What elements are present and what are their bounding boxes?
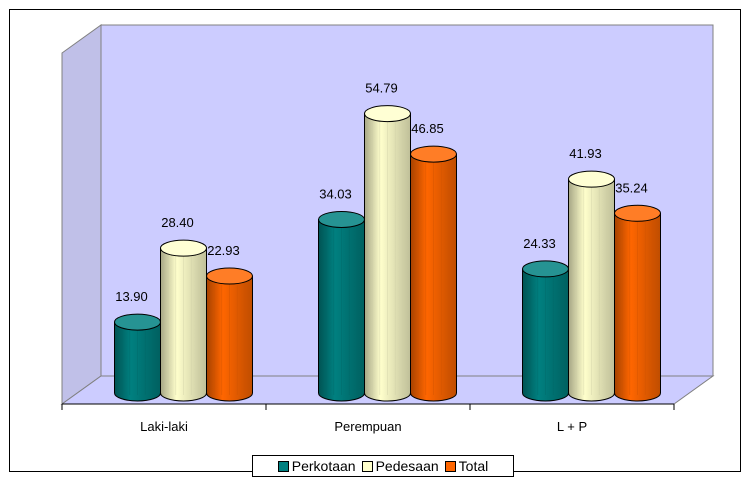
bar <box>206 267 253 402</box>
x-axis: Laki-laki Perempuan L + P <box>61 403 675 434</box>
data-label: 35.24 <box>615 180 648 195</box>
legend-swatch-perkotaan <box>277 460 289 472</box>
data-label: 22.93 <box>207 243 240 258</box>
bar <box>364 105 411 402</box>
legend-swatch-total <box>444 460 456 472</box>
data-label: 54.79 <box>365 81 398 96</box>
bar <box>160 239 207 402</box>
data-labels: 13.90 28.40 22.93 34.03 54.79 46.85 24.33 41.93… <box>115 81 648 305</box>
bar <box>568 170 615 402</box>
legend-item-total: Total <box>444 458 489 474</box>
bar <box>522 260 569 402</box>
x-tick-label: Perempuan <box>334 419 401 434</box>
data-label: 24.33 <box>523 236 556 251</box>
x-tick-label: Laki-laki <box>140 419 188 434</box>
bar <box>318 210 365 402</box>
bar <box>410 145 457 402</box>
data-label: 41.93 <box>569 146 602 161</box>
legend-item-pedesaan: Pedesaan <box>361 458 439 474</box>
data-label: 34.03 <box>319 186 352 201</box>
chart-bars <box>114 105 661 402</box>
chart-legend: Perkotaan Pedesaan Total <box>252 455 514 477</box>
legend-label-total: Total <box>458 458 489 474</box>
legend-swatch-pedesaan <box>361 460 373 472</box>
data-label: 13.90 <box>115 289 148 304</box>
side-wall <box>61 24 102 405</box>
data-label: 46.85 <box>411 121 444 136</box>
legend-label-perkotaan: Perkotaan <box>291 458 356 474</box>
x-tick-label: L + P <box>557 419 587 434</box>
bar <box>114 313 161 402</box>
bar <box>614 204 661 402</box>
legend-item-perkotaan: Perkotaan <box>277 458 356 474</box>
legend-label-pedesaan: Pedesaan <box>375 458 439 474</box>
data-label: 28.40 <box>161 215 194 230</box>
